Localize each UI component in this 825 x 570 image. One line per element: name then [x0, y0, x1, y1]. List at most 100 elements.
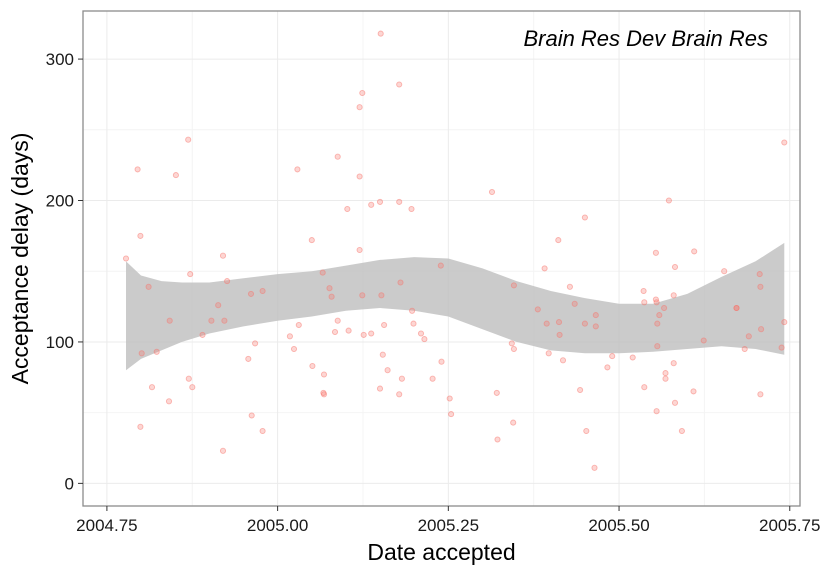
- data-point: [555, 319, 563, 326]
- data-point: [381, 321, 388, 329]
- data-point: [185, 375, 192, 382]
- x-tick-label: 2005.25: [418, 516, 479, 535]
- data-point: [410, 320, 417, 327]
- data-point: [290, 345, 298, 353]
- data-point: [219, 447, 227, 454]
- data-point: [294, 166, 301, 173]
- y-tick-label: 100: [46, 333, 74, 352]
- data-point: [286, 333, 293, 340]
- data-point: [641, 384, 648, 391]
- data-point: [559, 357, 567, 364]
- data-point: [781, 139, 788, 146]
- data-point: [756, 271, 763, 278]
- data-point: [247, 290, 255, 297]
- data-point: [359, 292, 366, 299]
- data-point: [208, 317, 215, 324]
- data-point: [488, 188, 496, 196]
- annotation-label: Brain Res Dev Brain Res: [523, 26, 768, 51]
- data-point: [508, 340, 515, 347]
- data-point: [757, 391, 764, 398]
- y-axis-ticks: 0 100 200 300: [46, 50, 83, 493]
- data-point: [368, 330, 375, 337]
- data-point: [356, 173, 363, 180]
- data-point: [733, 304, 740, 312]
- data-point: [609, 353, 616, 360]
- data-point: [555, 237, 562, 244]
- data-point: [656, 312, 663, 319]
- data-point: [653, 408, 660, 415]
- data-point: [566, 283, 573, 290]
- data-point: [757, 283, 764, 290]
- data-point: [592, 312, 599, 319]
- data-point: [534, 306, 541, 313]
- data-point: [745, 333, 752, 340]
- data-point: [640, 287, 647, 295]
- x-tick-label: 2005.00: [247, 516, 308, 535]
- data-point: [356, 104, 363, 111]
- data-point: [654, 320, 661, 327]
- data-point: [319, 269, 326, 276]
- data-point: [581, 214, 588, 221]
- data-point: [678, 427, 685, 435]
- data-point: [320, 371, 328, 378]
- data-point: [396, 81, 403, 88]
- data-point: [417, 330, 425, 337]
- data-point: [360, 331, 367, 338]
- data-point: [376, 385, 384, 392]
- data-point: [661, 304, 668, 312]
- data-point: [377, 30, 384, 37]
- data-point: [396, 198, 403, 205]
- data-point: [165, 398, 173, 405]
- data-point: [654, 343, 661, 350]
- data-point: [134, 166, 141, 173]
- data-point: [153, 348, 160, 355]
- confidence-band: [126, 242, 785, 371]
- data-point: [259, 427, 266, 435]
- data-point: [334, 317, 341, 324]
- data-point: [592, 323, 599, 330]
- data-point: [662, 370, 669, 377]
- data-point: [221, 317, 228, 324]
- data-point: [604, 364, 611, 371]
- data-point: [629, 354, 636, 361]
- y-tick-label: 300: [46, 50, 74, 69]
- data-point: [248, 412, 255, 419]
- data-point: [368, 201, 375, 208]
- data-point: [172, 172, 179, 179]
- data-point: [438, 358, 445, 365]
- data-point: [137, 423, 144, 430]
- panel-border: [82, 10, 801, 507]
- data-point: [571, 300, 578, 307]
- data-point: [781, 319, 788, 326]
- y-tick-label: 200: [46, 192, 74, 211]
- data-point: [409, 307, 416, 314]
- data-point: [219, 252, 227, 259]
- data-point: [344, 205, 351, 213]
- data-point: [653, 299, 660, 306]
- data-point: [741, 345, 748, 353]
- data-point: [398, 375, 405, 382]
- data-point: [448, 411, 455, 418]
- data-point: [166, 317, 173, 324]
- data-point: [187, 271, 194, 278]
- data-point: [320, 391, 328, 398]
- data-point: [397, 279, 404, 286]
- data-point: [662, 375, 669, 382]
- x-axis-ticks: 2004.75 2005.00 2005.25 2005.50 2005.75: [76, 506, 820, 535]
- data-point: [137, 232, 144, 239]
- data-point: [421, 336, 428, 343]
- data-point: [671, 263, 679, 271]
- data-point: [345, 327, 352, 334]
- data-point: [295, 321, 302, 329]
- data-point: [259, 287, 266, 295]
- data-point: [359, 89, 366, 97]
- x-axis-title: Date accepted: [367, 539, 515, 565]
- data-point: [665, 197, 672, 204]
- data-point: [331, 328, 339, 336]
- x-tick-label: 2004.75: [76, 516, 137, 535]
- x-tick-label: 2005.50: [588, 516, 649, 535]
- data-point: [334, 153, 341, 160]
- data-point: [308, 237, 315, 244]
- data-point: [356, 246, 363, 254]
- data-point: [670, 360, 677, 367]
